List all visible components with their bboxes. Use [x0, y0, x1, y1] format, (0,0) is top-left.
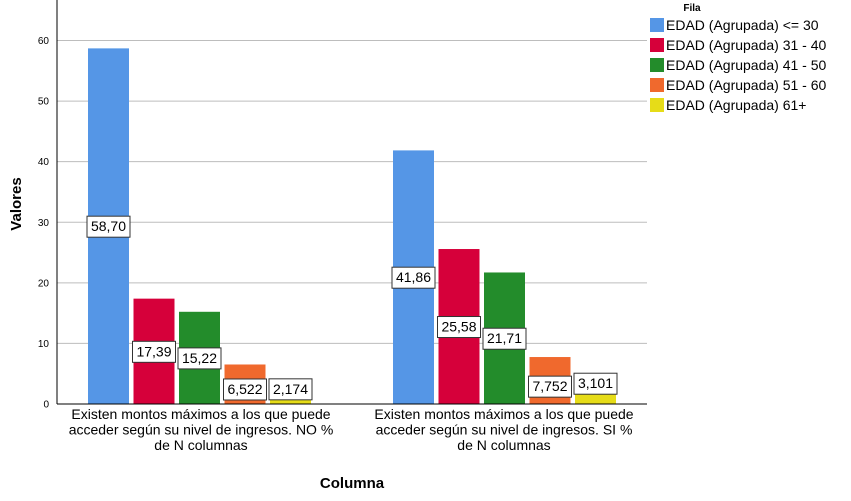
category-label-line: acceder según su nivel de ingresos. SI %	[376, 422, 633, 438]
category-label: Existen montos máximos a los que puede ac…	[69, 406, 334, 453]
data-label-text: 15,22	[182, 350, 217, 366]
legend-title: Fila	[683, 3, 701, 14]
data-label: 7,752	[528, 375, 572, 398]
category-label-line: Existen montos máximos a los que puede	[374, 406, 633, 422]
data-label: 21,71	[482, 327, 527, 350]
y-tick-label: 40	[38, 157, 50, 168]
legend-swatch	[650, 98, 664, 112]
legend: Fila EDAD (Agrupada) <= 30 EDAD (Agrupada…	[650, 3, 827, 113]
legend-entry: EDAD (Agrupada) 31 - 40	[666, 37, 827, 53]
category-label-line: acceder según su nivel de ingresos. NO %	[69, 422, 334, 438]
data-label-text: 41,86	[396, 269, 431, 285]
data-label-text: 58,70	[91, 218, 126, 234]
data-label: 25,58	[437, 316, 481, 339]
data-label-text: 6,522	[227, 381, 262, 397]
y-tick-label: 30	[38, 218, 50, 229]
category-label-line: de N columnas	[457, 437, 550, 453]
y-tick-label: 20	[38, 278, 50, 289]
legend-entry: EDAD (Agrupada) 51 - 60	[666, 77, 827, 93]
data-label-text: 7,752	[532, 378, 567, 394]
legend-swatch	[650, 78, 664, 92]
data-label-box	[268, 378, 313, 401]
data-label-box	[132, 340, 176, 363]
data-label-text: 17,39	[136, 343, 171, 359]
x-axis-title: Columna	[320, 475, 385, 492]
y-tick-label: 50	[38, 97, 50, 108]
data-label: 3,101	[573, 372, 618, 395]
data-label-text: 25,58	[441, 319, 476, 335]
data-label-box	[177, 347, 222, 370]
axes	[56, 0, 647, 405]
data-label-text: 21,71	[487, 330, 522, 346]
data-label-box	[86, 215, 131, 238]
data-label: 17,39	[132, 340, 176, 363]
data-label: 15,22	[177, 347, 222, 370]
y-tick-label: 10	[38, 339, 50, 350]
y-tick-labels: 0 10 20 30 40 50 60	[38, 36, 50, 411]
category-labels: Existen montos máximos a los que puede ac…	[69, 406, 634, 453]
data-label-text: 2,174	[273, 381, 308, 397]
legend-entry: EDAD (Agrupada) 61+	[666, 97, 806, 113]
data-labels: 58,70 41,86 17,39 25,58 15,22 21,71 6,522 7,752…	[86, 215, 618, 401]
data-label-text: 3,101	[578, 375, 613, 391]
grid-lines	[57, 40, 647, 344]
legend-swatch	[650, 58, 664, 72]
legend-entry: EDAD (Agrupada) 41 - 50	[666, 57, 827, 73]
category-label: Existen montos máximos a los que puede ac…	[374, 406, 633, 453]
legend-swatch	[650, 18, 664, 32]
y-tick-label: 60	[38, 36, 50, 47]
y-tick-label: 0	[43, 400, 49, 411]
legend-entry: EDAD (Agrupada) <= 30	[666, 17, 819, 33]
data-label-box	[528, 375, 572, 398]
data-label: 58,70	[86, 215, 131, 238]
data-label: 41,86	[391, 266, 436, 289]
legend-swatch	[650, 38, 664, 52]
data-label-box	[391, 266, 436, 289]
data-label-box	[573, 372, 618, 395]
data-label-box	[437, 316, 481, 339]
data-label: 6,522	[223, 378, 267, 401]
data-label-box	[223, 378, 267, 401]
category-label-line: de N columnas	[154, 437, 247, 453]
data-label-box	[482, 327, 527, 350]
y-axis-title: Valores	[8, 177, 25, 230]
category-label-line: Existen montos máximos a los que puede	[71, 406, 330, 422]
data-label: 2,174	[268, 378, 313, 401]
